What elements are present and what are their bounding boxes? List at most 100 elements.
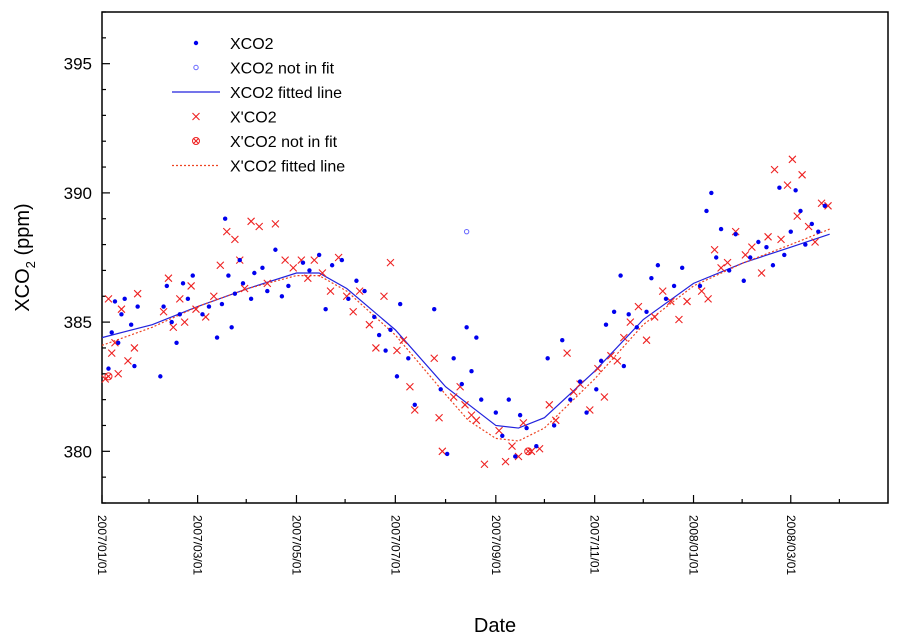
xprime-co2-point [824,201,832,210]
xco2-point [611,309,617,314]
xprime-co2-point [124,356,132,365]
legend-entry: XCO2 [193,36,274,53]
xprime-co2-point-stroke [303,274,312,283]
xco2-point [229,325,234,330]
xprime-co2-point-stroke [107,349,116,358]
xprime-co2-point [666,297,675,306]
xco2-point [577,379,583,384]
xprime-co2-point-stroke [569,387,578,396]
xprime-co2-not-in-fit-ring [524,447,533,456]
xprime-co2-point [461,400,469,409]
xprime-co2-point [519,419,528,427]
y-axis-title-main: XCO [12,268,34,311]
xco2-point [748,255,753,260]
xprime-co2-point-stroke [723,258,732,267]
x-tick-label: 2007/09/01 [489,515,503,575]
xprime-co2-point-stroke [798,170,806,179]
xco2-point [517,412,523,418]
xprime-co2-point-stroke [449,393,458,401]
xprime-co2-point-stroke [271,220,280,228]
xco2-not-in-fit-point [463,228,470,235]
xprime-co2-point [634,302,643,311]
xco2-point [782,252,787,258]
x-tick-label: 2007/05/01 [289,515,303,575]
xco2-point [464,325,469,330]
xco2-point [316,252,322,258]
xco2-point [116,340,121,345]
xprime-co2-point-stroke [410,406,419,414]
xprime-co2-point [576,380,584,389]
xprime-co2-point [508,442,516,451]
xco2-point [219,301,225,307]
xco2-point [545,356,550,361]
xco2-point [663,296,669,302]
legend-symbol-cross-stroke [192,112,200,121]
xco2-point [135,304,140,309]
xprime-co2-point [255,222,264,231]
xco2-point [560,337,565,343]
xprime-co2-point [606,351,615,360]
xprime-co2-point-stroke [104,294,113,303]
xprime-co2-point-stroke [365,320,374,329]
xprime-co2-point-stroke [438,447,447,456]
xco2-point [644,309,649,314]
xprime-co2-point-stroke [551,416,560,425]
xco2-point [339,257,345,263]
xprime-co2-point-stroke [731,227,740,236]
xco2-point [764,244,769,250]
xco2-point [252,270,257,276]
xco2-point [106,366,111,371]
xco2-point [704,208,709,214]
xprime-co2-point [619,333,628,342]
xprime-co2-point [180,318,189,326]
xprime-co2-point-stroke [192,305,200,314]
xprime-co2-point-stroke [187,282,196,290]
xco2-point [649,275,654,281]
xco2-point [286,283,291,289]
xco2-point [733,232,738,237]
xco2-point [200,312,205,317]
xprime-co2-point-stroke [600,393,609,401]
xco2-point [788,229,793,234]
xco2-point [718,226,724,232]
plot-frame [101,11,889,504]
xprime-co2-point-stroke [519,419,528,427]
xprime-co2-point [480,460,489,469]
legend-entry: X'CO2 [192,110,277,127]
xco2-point [584,410,589,415]
xprime-co2-point-stroke [175,294,184,303]
xco2-point [214,335,220,340]
xprime-co2-point [798,170,806,179]
xprime-co2-point [371,344,380,352]
xprime-co2-point [355,287,364,295]
xco2-point [260,265,265,271]
xprime-co2-point [104,294,113,303]
xprime-co2-point [303,274,312,283]
x-axis: 2007/01/01 2007/03/01 2007/05/01 2007/07/01… [95,495,840,575]
xprime-co2-point [222,227,231,236]
xprime-co2-point-stroke [169,323,178,332]
xprime-co2-point-stroke [508,442,516,451]
legend-label: X'CO2 fitted line [230,159,345,176]
xprime-co2-point [788,155,797,164]
xprime-co2-point-stroke [545,400,554,409]
xprime-co2-point-stroke [606,351,615,360]
xco2-point [394,374,400,379]
xprime-co2-point [240,284,249,293]
xco2-point [383,348,388,353]
xprime-co2-fitted-line [101,228,830,442]
xprime-co2-point [130,344,139,352]
xprime-co2-point-stroke [683,297,691,306]
xprime-co2-point [231,235,239,244]
xco2-point [618,273,623,278]
xco2-point [679,265,685,271]
xprime-co2-point-stroke [326,287,335,295]
xco2-point [798,208,803,214]
y-axis: 380 385 390 395 [64,11,110,504]
xprime-co2-point-stroke [741,251,750,259]
xprime-co2-point-stroke [209,292,218,301]
xprime-co2-point-stroke [318,269,327,277]
xprime-co2-point [281,256,290,264]
xprime-co2-point-stroke [770,165,779,174]
